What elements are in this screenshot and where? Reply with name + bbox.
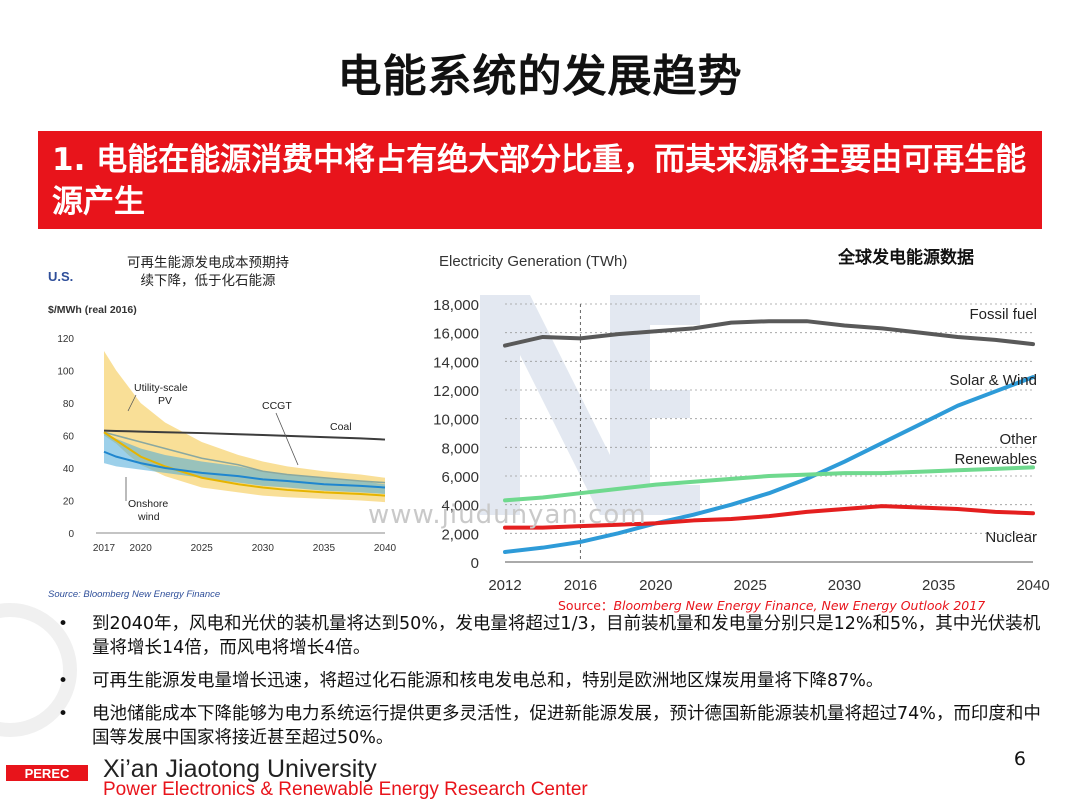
generation-source: Source：Bloomberg New Energy Finance, New… bbox=[558, 595, 985, 614]
generation-y-tick-label: 0 bbox=[471, 555, 479, 572]
generation-series-line bbox=[503, 375, 1035, 554]
bullet-text: 电池储能成本下降能够为电力系统运行提供更多灵活性，促进新能源发展，预计德国新能源… bbox=[92, 704, 1041, 748]
page-number: 6 bbox=[1013, 748, 1026, 770]
source-text: Bloomberg New Energy Finance, New Energy… bbox=[613, 598, 986, 613]
lcoe-band-onshore-wind bbox=[104, 432, 385, 494]
lcoe-x-tick-label: 2035 bbox=[313, 543, 336, 554]
generation-y-tick-label: 16,000 bbox=[433, 326, 479, 343]
generation-series-line bbox=[503, 465, 1035, 503]
lcoe-x-tick-label: 2030 bbox=[252, 543, 275, 554]
bullet-item: • 电池储能成本下降能够为电力系统运行提供更多灵活性，促进新能源发展，预计德国新能… bbox=[52, 702, 1042, 750]
lcoe-y-tick-label: 100 bbox=[57, 367, 74, 378]
generation-series-label: Fossil fuel bbox=[969, 306, 1037, 323]
generation-series-label: Renewables bbox=[954, 451, 1037, 468]
generation-plot-area: 0 2,000 4,000 6,000 8,000 10,000 12,000 14,000 1… bbox=[433, 297, 1050, 594]
lcoe-label-pv-line2: PV bbox=[158, 395, 172, 407]
lcoe-annotation-line2: 续下降，低于化石能源 bbox=[141, 273, 276, 288]
lcoe-x-tick-label: 2040 bbox=[374, 543, 397, 554]
research-center-name: Power Electronics & Renewable Energy Res… bbox=[103, 779, 588, 800]
watermark-text: www.jiudunyan.com bbox=[368, 500, 647, 530]
bullet-item: • 到2040年，风电和光伏的装机量将达到50%，发电量将超过1/3，目前装机量和… bbox=[52, 612, 1042, 660]
bullet-item: • 可再生能源发电量增长迅速，将超过化石能源和核电发电总和，特别是欧洲地区煤炭用量… bbox=[52, 669, 1042, 693]
lcoe-label-ccgt: CCGT bbox=[262, 400, 292, 412]
lcoe-series-line bbox=[103, 429, 386, 441]
lcoe-y-tick-label: 120 bbox=[57, 334, 74, 345]
generation-x-tick-label: 2040 bbox=[1016, 577, 1049, 594]
lcoe-label-pv-line1: Utility-scale bbox=[134, 382, 188, 394]
generation-y-tick-label: 2,000 bbox=[441, 526, 479, 543]
slide-title: 电能系统的发展趋势 bbox=[337, 51, 743, 102]
generation-x-tick-label: 2025 bbox=[733, 577, 766, 594]
lcoe-series-line bbox=[103, 450, 386, 489]
generation-x-tick-label: 2035 bbox=[922, 577, 955, 594]
generation-series-label: Nuclear bbox=[985, 529, 1037, 546]
lcoe-label-wind-line1: Onshore bbox=[128, 498, 168, 510]
generation-x-tick-label: 2012 bbox=[488, 577, 521, 594]
bullet-dot-icon: • bbox=[58, 671, 69, 691]
bullet-dot-icon: • bbox=[58, 704, 69, 724]
bullet-text: 可再生能源发电量增长迅速，将超过化石能源和核电发电总和，特别是欧洲地区煤炭用量将… bbox=[92, 671, 884, 691]
bullet-dot-icon: • bbox=[58, 614, 69, 634]
perec-logo: PEREC bbox=[6, 765, 88, 781]
background-gear-mark bbox=[0, 603, 77, 737]
generation-x-tick-label: 2016 bbox=[564, 577, 597, 594]
generation-y-tick-label: 12,000 bbox=[433, 383, 479, 400]
background-logo-mark bbox=[480, 295, 700, 515]
generation-y-tick-label: 10,000 bbox=[433, 412, 479, 429]
lcoe-x-tick-label: 2025 bbox=[191, 543, 214, 554]
generation-y-tick-label: 18,000 bbox=[433, 297, 479, 314]
generation-series-label: Solar & Wind bbox=[949, 372, 1037, 389]
lcoe-y-tick-label: 0 bbox=[68, 529, 74, 540]
lcoe-leader-ccgt bbox=[275, 412, 299, 466]
lcoe-y-tick-label: 80 bbox=[63, 399, 75, 410]
generation-x-tick-label: 2020 bbox=[639, 577, 672, 594]
lcoe-y-axis-label: $/MWh (real 2016) bbox=[48, 304, 137, 316]
generation-y-tick-label: 14,000 bbox=[433, 354, 479, 371]
lcoe-region-label: U.S. bbox=[48, 269, 73, 284]
generation-y-tick-label: 6,000 bbox=[441, 469, 479, 486]
generation-x-tick-label: 2030 bbox=[828, 577, 861, 594]
lcoe-label-coal: Coal bbox=[330, 421, 352, 433]
lcoe-x-tick-label: 2017 bbox=[93, 543, 116, 554]
university-name: Xi’an Jiaotong University bbox=[103, 755, 377, 783]
lcoe-annotation-line1: 可再生能源发电成本预期持 bbox=[127, 255, 289, 270]
lcoe-leader-pv bbox=[127, 394, 137, 412]
lcoe-x-tick-label: 2020 bbox=[130, 543, 153, 554]
generation-chart-title: Electricity Generation (TWh) bbox=[439, 253, 627, 270]
generation-series-label: Other bbox=[999, 431, 1037, 448]
bullet-list: • 到2040年，风电和光伏的装机量将达到50%，发电量将超过1/3，目前装机量和… bbox=[52, 612, 1042, 759]
generation-series-line bbox=[503, 504, 1035, 530]
lcoe-label-wind-line2: wind bbox=[137, 511, 160, 523]
banner-text: 1. 电能在能源消费中将占有绝大部分比重，而其来源将主要由可再生能源产生 bbox=[52, 142, 1027, 220]
lcoe-y-tick-label: 40 bbox=[63, 464, 75, 475]
generation-series-line bbox=[503, 319, 1035, 348]
lcoe-chart: 可再生能源发电成本预期持 续下降，低于化石能源 U.S. $/MWh (real… bbox=[48, 255, 397, 600]
generation-annotation: 全球发电能源数据 bbox=[837, 247, 974, 267]
generation-chart: Electricity Generation (TWh) 全球发电能源数据 02… bbox=[433, 247, 1050, 594]
lcoe-source: Source: Bloomberg New Energy Finance bbox=[48, 589, 220, 600]
section-banner: 1. 电能在能源消费中将占有绝大部分比重，而其来源将主要由可再生能源产生 bbox=[38, 131, 1042, 229]
perec-logo-text: PEREC bbox=[25, 766, 70, 781]
lcoe-y-tick-label: 20 bbox=[63, 497, 75, 508]
lcoe-series-line bbox=[103, 431, 386, 484]
bullet-text: 到2040年，风电和光伏的装机量将达到50%，发电量将超过1/3，目前装机量和发… bbox=[92, 614, 1041, 658]
generation-y-tick-label: 4,000 bbox=[441, 498, 479, 515]
generation-y-tick-label: 8,000 bbox=[441, 440, 479, 457]
source-label: Source： bbox=[558, 598, 614, 613]
lcoe-series-line bbox=[103, 431, 386, 497]
lcoe-y-tick-label: 60 bbox=[63, 432, 75, 443]
